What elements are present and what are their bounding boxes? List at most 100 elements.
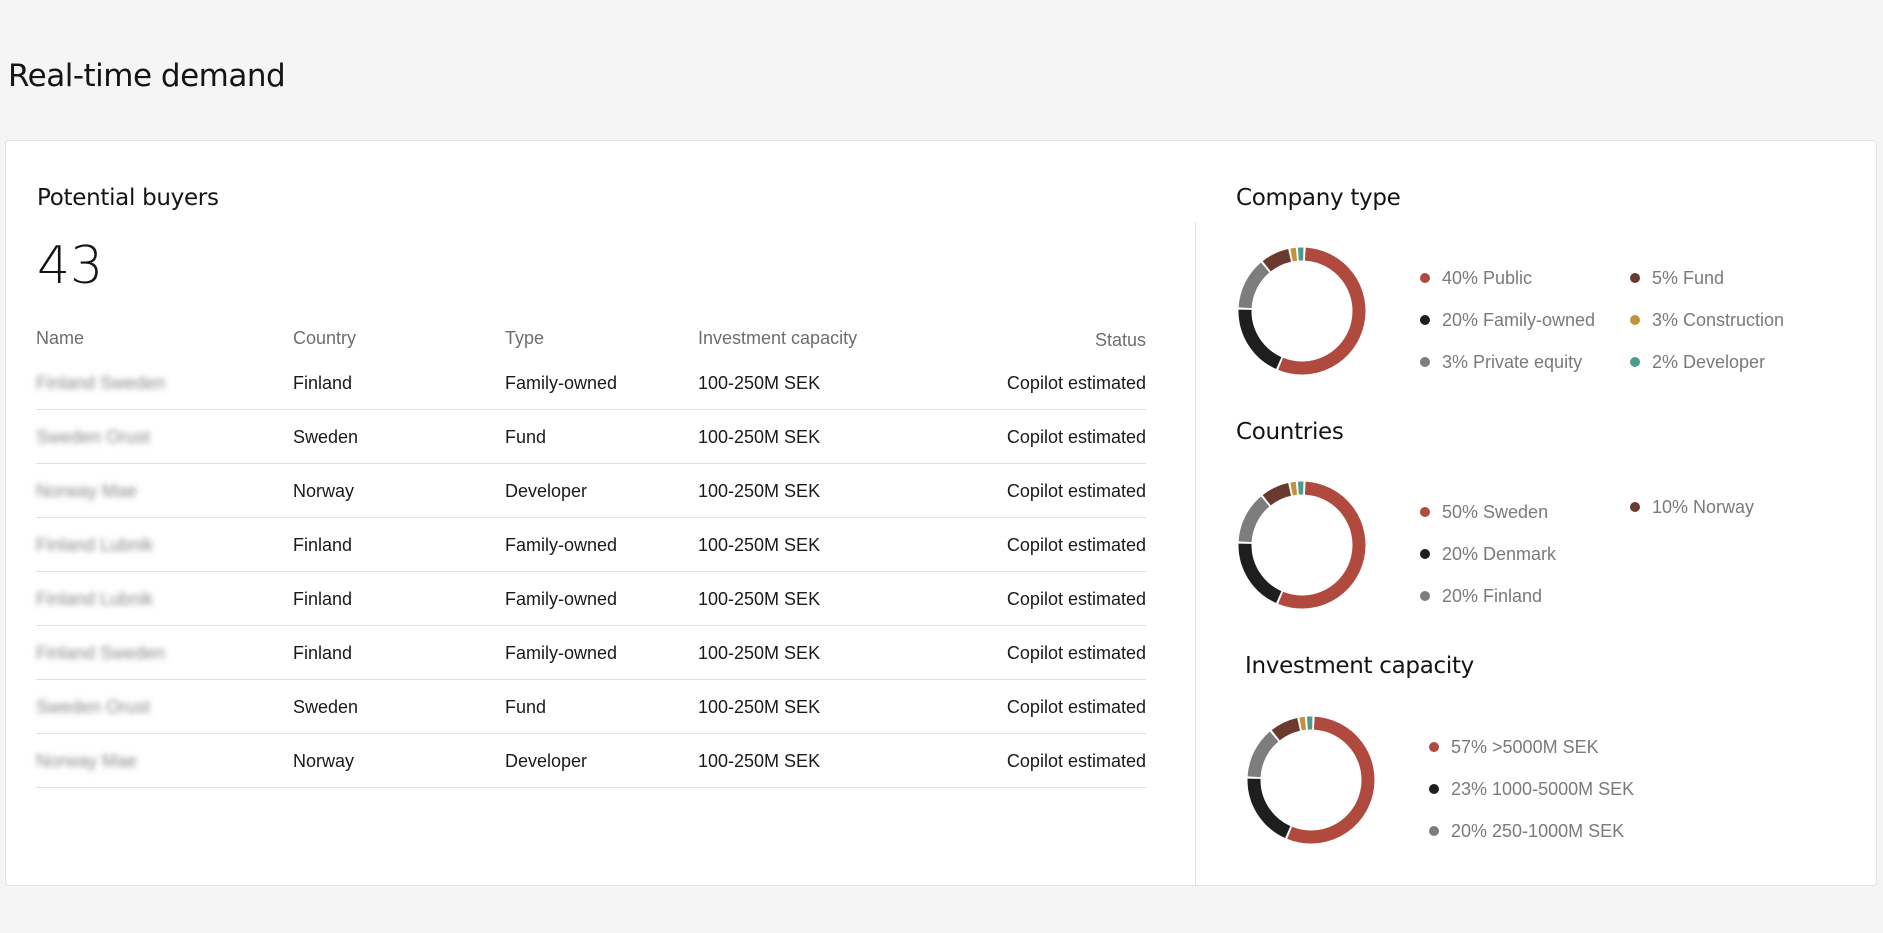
table-row[interactable]: Sweden Orust Sweden Fund 100-250M SEK Copilo… xyxy=(36,410,1146,464)
company-type-donut xyxy=(1238,247,1366,375)
col-investment-capacity[interactable]: Investment capacity xyxy=(698,328,858,348)
legend-dot-icon xyxy=(1420,549,1430,559)
investment-capacity-title: Investment capacity xyxy=(1245,653,1474,679)
cell-investment-capacity: 100-250M SEK xyxy=(698,373,821,393)
legend-label: 20% 250-1000M SEK xyxy=(1451,821,1625,841)
legend-dot-icon xyxy=(1420,591,1430,601)
table-row[interactable]: Finland Lubnik Finland Family-owned 100-250… xyxy=(36,518,1146,572)
legend-dot-icon xyxy=(1420,357,1430,367)
legend-label: 2% Developer xyxy=(1652,352,1766,372)
donut-segment xyxy=(1278,481,1366,609)
cell-country: Finland xyxy=(293,589,353,609)
table-row[interactable]: Finland Lubnik Finland Family-owned 100-250… xyxy=(36,572,1146,626)
legend-dot-icon xyxy=(1420,507,1430,517)
legend-item: 20% 250-1000M SEK xyxy=(1429,821,1624,842)
legend-label: 50% Sweden xyxy=(1442,502,1549,522)
donut-segment xyxy=(1278,247,1366,375)
donut-segment xyxy=(1238,262,1270,309)
legend-item: 10% Norway xyxy=(1630,497,1754,518)
cell-type: Fund xyxy=(505,427,547,447)
cell-country: Finland xyxy=(293,373,353,393)
table-row[interactable]: Finland Sweden Finland Family-owned 100-250… xyxy=(36,626,1146,680)
donut-segment xyxy=(1299,716,1307,731)
legend-item: 3% Construction xyxy=(1630,310,1784,331)
table-row[interactable]: Norway Mae Norway Developer 100-250M SEK Cop… xyxy=(36,734,1146,788)
cell-investment-capacity: 100-250M SEK xyxy=(698,427,821,447)
donut-segment xyxy=(1287,716,1375,844)
cell-status: Copilot estimated xyxy=(1006,535,1146,555)
donut-segment xyxy=(1247,778,1291,838)
legend-item: 23% 1000-5000M SEK xyxy=(1429,779,1634,800)
legend-item: 20% Finland xyxy=(1420,586,1542,607)
legend-label: 20% Denmark xyxy=(1442,544,1557,564)
donut-segment xyxy=(1290,481,1298,496)
cell-name: Norway Mae xyxy=(36,481,138,501)
table-row[interactable]: Finland Sweden Finland Family-owned 100-250… xyxy=(36,356,1146,410)
buyers-count: 43 xyxy=(37,236,104,296)
legend-label: 10% Norway xyxy=(1652,497,1755,517)
legend-item: 20% Denmark xyxy=(1420,544,1556,565)
cell-investment-capacity: 100-250M SEK xyxy=(698,535,821,555)
legend-dot-icon xyxy=(1420,315,1430,325)
cell-type: Family-owned xyxy=(505,643,618,663)
col-type[interactable]: Type xyxy=(505,328,545,348)
donut-segment xyxy=(1262,249,1292,272)
table-body: Finland Sweden Finland Family-owned 100-250… xyxy=(36,356,1146,788)
col-name[interactable]: Name xyxy=(36,328,85,348)
buyers-title: Potential buyers xyxy=(37,185,219,211)
table-row[interactable]: Sweden Orust Sweden Fund 100-250M SEK Copilo… xyxy=(36,680,1146,734)
cell-country: Sweden xyxy=(293,427,359,447)
cell-status: Copilot estimated xyxy=(1006,751,1146,771)
cell-investment-capacity: 100-250M SEK xyxy=(698,751,821,771)
legend-label: 23% 1000-5000M SEK xyxy=(1451,779,1635,799)
company-type-title: Company type xyxy=(1236,185,1401,211)
cell-name: Finland Lubnik xyxy=(36,535,154,555)
legend-label: 57% >5000M SEK xyxy=(1451,737,1599,757)
legend-item: 3% Private equity xyxy=(1420,352,1582,373)
legend-label: 5% Fund xyxy=(1652,268,1725,288)
table-row[interactable]: Norway Mae Norway Developer 100-250M SEK Cop… xyxy=(36,464,1146,518)
cell-name: Finland Lubnik xyxy=(36,589,154,609)
cell-name: Finland Sweden xyxy=(36,643,166,663)
col-country[interactable]: Country xyxy=(293,328,357,348)
countries-donut xyxy=(1238,481,1366,609)
legend-dot-icon xyxy=(1630,315,1640,325)
cell-type: Fund xyxy=(505,697,547,717)
legend-label: 3% Construction xyxy=(1652,310,1785,330)
cell-status: Copilot estimated xyxy=(1006,697,1146,717)
legend-item: 57% >5000M SEK xyxy=(1429,737,1599,758)
cell-name: Finland Sweden xyxy=(36,373,166,393)
legend-item: 50% Sweden xyxy=(1420,502,1548,523)
legend-label: 3% Private equity xyxy=(1442,352,1583,372)
legend-dot-icon xyxy=(1420,273,1430,283)
legend-label: 20% Family-owned xyxy=(1442,310,1596,330)
cell-type: Family-owned xyxy=(505,373,618,393)
cell-investment-capacity: 100-250M SEK xyxy=(698,643,821,663)
countries-title: Countries xyxy=(1236,419,1344,445)
legend-item: 2% Developer xyxy=(1630,352,1765,373)
cell-country: Finland xyxy=(293,643,353,663)
column-divider xyxy=(1195,222,1196,886)
legend-dot-icon xyxy=(1429,742,1439,752)
legend-dot-icon xyxy=(1630,273,1640,283)
cell-name: Sweden Orust xyxy=(36,697,151,717)
cell-country: Sweden xyxy=(293,697,359,717)
cell-type: Developer xyxy=(505,751,588,771)
legend-item: 5% Fund xyxy=(1630,268,1724,289)
donut-segment xyxy=(1238,496,1270,543)
investment-capacity-donut xyxy=(1247,716,1375,844)
table-header: Name Country Type Investment capacity St… xyxy=(36,318,1146,356)
col-status[interactable]: Status xyxy=(1094,330,1146,350)
cell-type: Family-owned xyxy=(505,535,618,555)
cell-status: Copilot estimated xyxy=(1006,589,1146,609)
legend-dot-icon xyxy=(1429,784,1439,794)
legend-dot-icon xyxy=(1429,826,1439,836)
legend-item: 20% Family-owned xyxy=(1420,310,1595,331)
legend-item: 40% Public xyxy=(1420,268,1532,289)
donut-segment xyxy=(1238,309,1282,369)
cell-country: Finland xyxy=(293,535,353,555)
cell-status: Copilot estimated xyxy=(1006,373,1146,393)
cell-name: Norway Mae xyxy=(36,751,138,771)
legend-label: 20% Finland xyxy=(1442,586,1543,606)
cell-name: Sweden Orust xyxy=(36,427,151,447)
